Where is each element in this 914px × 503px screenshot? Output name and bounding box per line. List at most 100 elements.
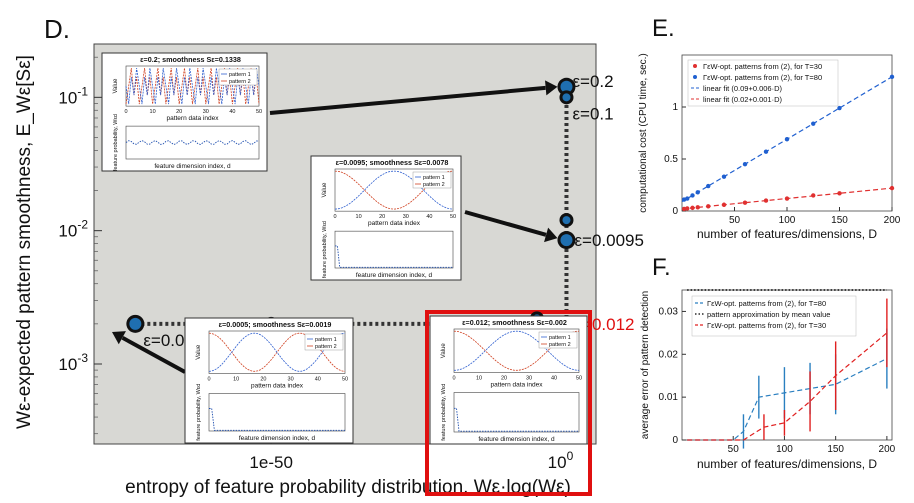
e-legend-label: ΓεW-opt. patterns from (2), for T=80: [703, 73, 822, 82]
e-data-point: [685, 206, 690, 211]
inset-legend-label: pattern 1: [423, 175, 445, 181]
inset-xtick: 0: [207, 377, 210, 383]
panel-e-xlabel: number of features/dimensions, D: [697, 227, 877, 241]
inset-probability-curve: [335, 245, 453, 268]
inset-bottom-xlabel: feature dimension index, d: [356, 272, 433, 279]
inset-xtick: 10: [356, 214, 362, 220]
inset-xtick: 40: [315, 377, 321, 383]
panel-label-f: F.: [652, 254, 671, 281]
arrow-head: [545, 80, 558, 96]
inset-legend-label: pattern 2: [315, 344, 337, 350]
data-point-label: ε=0.012: [574, 315, 634, 334]
inset-legend: [412, 171, 452, 189]
d-ytick-label: 10-3: [58, 351, 88, 374]
inset-bottom-xlabel: feature dimension index, d: [239, 435, 316, 442]
f-ytick-label: 0: [672, 435, 678, 446]
e-legend-label: linear fit (0.09+0.006·D): [703, 84, 783, 93]
inset-top-xlabel: pattern data index: [368, 220, 421, 227]
f-ytick-label: 0.02: [659, 349, 679, 360]
data-point: [129, 317, 142, 330]
d-xtick-exp: 0: [567, 449, 574, 463]
inset-bottom-axes: [208, 393, 346, 432]
f-ytick-label: 0.01: [659, 392, 679, 403]
inset-legend-label: pattern 1: [549, 335, 571, 341]
panel-f-ylabel: average error of pattern detection: [640, 291, 651, 439]
inset-bottom-axes: [125, 125, 260, 160]
f-xtick-label: 100: [776, 444, 793, 455]
e-data-point: [742, 200, 748, 205]
inset-top-ylabel: Value: [113, 78, 119, 94]
f-legend-label: pattern approximation by mean value: [707, 310, 830, 319]
inset-probability-curve: [454, 407, 579, 432]
inset-title: ε=0.0095; smoothness Sε=0.0078: [336, 158, 449, 167]
inset-legend-label: pattern 2: [549, 342, 571, 348]
f-ytick-label: 0.03: [659, 306, 679, 317]
d-ytick-label: 10-2: [58, 218, 88, 241]
inset-bottom-xlabel: feature dimension index, d: [478, 436, 555, 443]
panel-label-d: D.: [44, 14, 70, 44]
e-xtick-label: 200: [884, 215, 901, 226]
inset-xtick: 0: [333, 214, 336, 220]
inset-legend: [304, 333, 344, 351]
f-xtick-label: 50: [728, 444, 740, 455]
inset-xtick: 0: [124, 109, 127, 115]
inset-bottom-ylabel: feature probability, Wεd: [196, 384, 202, 441]
inset-title: ε=0.2; smoothness Sε=0.1338: [140, 55, 241, 64]
arrow-line: [269, 85, 546, 115]
panel-d-arrows: [112, 80, 563, 374]
inset-xtick: 50: [342, 377, 348, 383]
panel-label-e: E.: [652, 15, 675, 42]
inset-xtick: 40: [229, 109, 235, 115]
e-data-point: [695, 205, 700, 210]
e-ytick-label: 0.5: [664, 154, 678, 165]
inset-xtick: 50: [256, 109, 262, 115]
f-legend: [691, 295, 857, 337]
e-xtick-label: 150: [831, 215, 848, 226]
e-legend: [687, 59, 839, 107]
inset-xtick: 10: [150, 109, 156, 115]
arrow-line: [121, 336, 186, 374]
e-legend-label: linear fit (0.02+0.001·D): [703, 95, 783, 104]
inset-legend-label: pattern 1: [315, 337, 337, 343]
inset-bottom-xlabel: feature dimension index, d: [154, 163, 231, 170]
arrow-line: [464, 210, 547, 237]
d-ytick-exp: -2: [77, 218, 88, 232]
inset-title: ε=0.0005; smoothness Sε=0.0019: [219, 320, 332, 329]
inset-xtick: 30: [203, 109, 209, 115]
e-xtick-label: 50: [729, 215, 741, 226]
arrow-head: [544, 227, 558, 243]
d-ytick-exp: -1: [77, 84, 88, 98]
inset-xtick: 20: [379, 214, 385, 220]
e-fit-line: [681, 76, 893, 203]
panel-f-plot: 50 100 150 200 0 0.01 0.02 0.03 ΓεW-opt. pattern…: [659, 289, 896, 455]
e-xtick-label: 100: [779, 215, 796, 226]
data-point: [562, 216, 571, 225]
highlight-box: [425, 310, 592, 496]
inset-bottom-ylabel: feature probability, Wεd: [441, 384, 447, 441]
inset-top-xlabel: pattern data index: [490, 382, 543, 389]
inset-xtick: 20: [260, 377, 266, 383]
inset-xtick: 10: [233, 377, 239, 383]
panel-d-insets: ε=0.2; smoothness Sε=0.1338 Value 0 10 20 30 4…: [101, 52, 588, 445]
inset-legend-label: pattern 1: [229, 72, 251, 78]
inset-xtick: 30: [403, 214, 409, 220]
inset-top-ylabel: Value: [196, 344, 202, 360]
inset-xtick: 50: [576, 376, 582, 382]
e-legend-swatch: [693, 64, 697, 68]
panel-e-plot: 50 100 150 200 0 0.5 1 ΓεW-opt. patterns from (…: [664, 59, 901, 226]
f-xtick-label: 150: [827, 444, 844, 455]
inset-xtick: 40: [551, 376, 557, 382]
d-xtick-label: 100: [548, 449, 574, 472]
inset-probability-curve: [209, 408, 345, 431]
inset-xtick: 20: [176, 109, 182, 115]
panel-e-ylabel: computational cost (CPU time, sec.): [638, 53, 649, 213]
inset-probability-curve: [125, 140, 260, 146]
inset-legend: [218, 68, 258, 86]
inset-0: ε=0.2; smoothness Sε=0.1338 Value 0 10 20 30 4…: [101, 52, 268, 172]
inset-pattern-curve: [125, 67, 260, 105]
inset-pattern-curve: [334, 170, 454, 210]
panel-d-ylabel: Wε-expected pattern smoothness, E_Wε[Sε]: [14, 55, 35, 429]
data-point-label: ε=0.2: [572, 72, 613, 91]
arrow-head: [112, 331, 126, 345]
